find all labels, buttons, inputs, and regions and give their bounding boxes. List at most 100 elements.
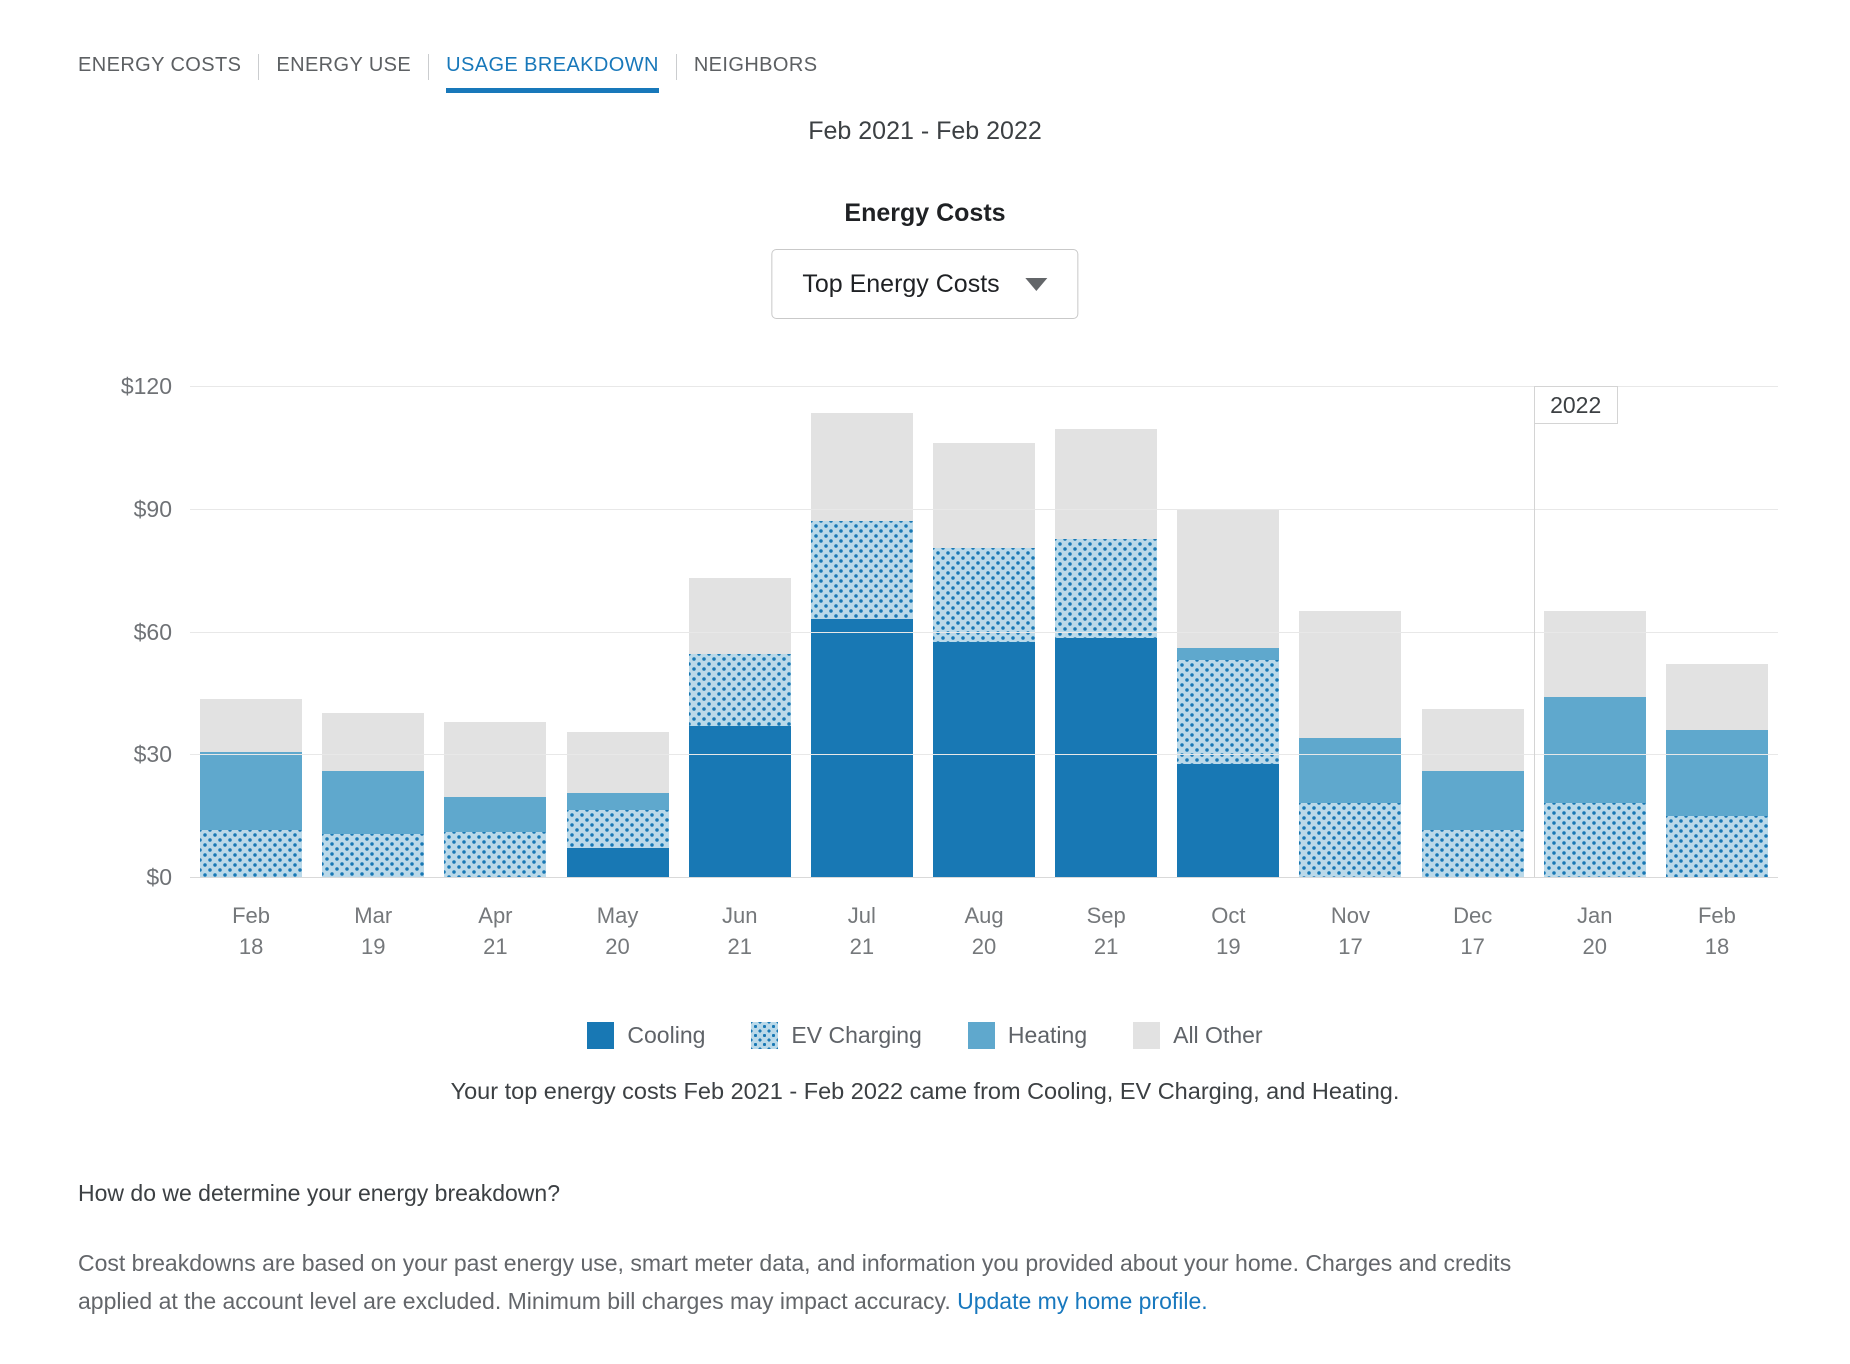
bar-segment-all-other [322,713,425,771]
y-axis-label: $60 [133,618,172,645]
dropdown-selected-value: Top Energy Costs [802,269,1000,298]
plot-area: 2022 [190,386,1778,878]
tab-usage-breakdown[interactable]: USAGE BREAKDOWN [446,54,659,93]
legend-item-heating: Heating [967,1022,1088,1049]
legend-swatch-all-other [1133,1022,1161,1049]
gridline [190,631,1778,633]
date-range-label: Feb 2021 - Feb 2022 [808,117,1042,145]
x-axis-label: Jan 20 [1577,903,1613,959]
bar-segment-all-other [1177,508,1280,648]
legend-label: EV Charging [791,1022,922,1048]
x-axis-label: Aug 20 [964,903,1004,959]
gridline [190,386,1778,387]
bar-segment-ev-charging [1665,815,1768,877]
legend-swatch-heating [967,1022,995,1049]
bar-slot [190,386,312,877]
year-divider-line [1533,386,1535,877]
bar-dec-17[interactable] [1421,386,1524,877]
bar-apr-21[interactable] [444,386,547,877]
bar-oct-19[interactable] [1177,386,1280,877]
x-axis-label: Apr 21 [478,903,513,959]
x-axis-label: Feb 18 [232,903,271,959]
bar-segment-ev-charging [688,654,791,726]
bars-row [190,386,1778,877]
gridline [190,754,1778,756]
bar-segment-heating [1177,647,1280,661]
bar-segment-heating [1299,737,1402,804]
bar-slot [1656,386,1778,877]
bar-segment-ev-charging [933,547,1036,642]
footer-body: Cost breakdowns are based on your past e… [78,1244,1563,1320]
tab-divider [428,54,430,80]
chart-caption: Your top energy costs Feb 2021 - Feb 202… [450,1078,1400,1104]
bar-segment-ev-charging [200,829,303,877]
bar-slot [923,386,1045,877]
bar-segment-cooling [1177,764,1280,877]
chart-type-dropdown[interactable]: Top Energy Costs [771,249,1079,319]
x-axis-label: Feb 18 [1697,903,1736,959]
bar-sep-21[interactable] [1055,386,1158,877]
bar-segment-cooling [810,619,913,877]
x-axis-label: Sep 21 [1086,903,1126,959]
energy-costs-chart: $0 $30 $60 $90 $120 2022 Feb 18 Mar 19 Apr 21 May 2… [0,360,1850,980]
update-home-profile-link[interactable]: Update my home profile. [957,1288,1208,1314]
bar-segment-ev-charging [322,834,425,877]
bar-segment-ev-charging [444,832,547,877]
bar-segment-heating [322,770,425,835]
x-axis-label: Jun 21 [721,903,758,959]
bar-segment-heating [1665,729,1768,816]
bar-segment-ev-charging [810,521,913,620]
footer-heading: How do we determine your energy breakdow… [78,1180,560,1206]
bar-segment-heating [1421,770,1524,830]
tab-energy-use[interactable]: ENERGY USE [276,54,412,76]
x-axis-label: Dec 17 [1453,903,1493,959]
bar-segment-cooling [688,725,791,877]
y-axis-label: $0 [146,864,172,890]
tab-neighbors[interactable]: NEIGHBORS [693,54,818,76]
x-axis-label: Mar 19 [354,903,393,959]
bar-segment-ev-charging [1177,660,1280,765]
bar-segment-all-other [566,731,669,794]
tab-energy-costs[interactable]: ENERGY COSTS [78,54,242,76]
bar-may-20[interactable] [566,386,669,877]
chart-title: Energy Costs [844,199,1006,227]
legend-label: Cooling [627,1022,706,1048]
y-axis-label: $90 [133,495,172,522]
bar-segment-all-other [1299,611,1402,738]
bar-segment-cooling [566,848,669,877]
footer-body-text: Cost breakdowns are based on your past e… [78,1250,1512,1314]
bar-segment-heating [200,752,303,830]
bar-feb-18[interactable] [1665,386,1768,877]
bar-feb-18[interactable] [200,386,303,877]
bar-slot [312,386,434,877]
year-label: 2022 [1533,386,1618,424]
legend-swatch-ev-charging [751,1022,779,1049]
bar-segment-cooling [933,641,1036,877]
bar-slot [801,386,923,877]
x-axis-label: Nov 17 [1330,903,1371,959]
bar-slot [434,386,556,877]
bar-segment-all-other [810,412,913,522]
bar-jun-21[interactable] [688,386,791,877]
bar-segment-ev-charging [1055,539,1158,638]
bar-segment-cooling [1055,637,1158,877]
bar-aug-20[interactable] [933,386,1036,877]
chart-legend: Cooling EV Charging Heating All Other [0,1022,1850,1049]
bar-jul-21[interactable] [810,386,913,877]
tab-divider [258,54,260,80]
bar-segment-all-other [200,699,303,753]
bar-segment-heating [1543,696,1646,804]
bar-segment-ev-charging [1543,803,1646,877]
legend-item-all-other: All Other [1133,1022,1263,1049]
legend-label: Heating [1007,1022,1088,1048]
bar-segment-all-other [1543,611,1646,697]
bar-mar-19[interactable] [322,386,425,877]
x-axis: Feb 18 Mar 19 Apr 21 May 20 Jun 21 Jul 21 Aug 20 Sep 21… [190,900,1778,962]
bar-slot [1534,386,1656,877]
x-axis-label: Jul 21 [847,903,876,959]
tab-divider [675,54,677,80]
bar-slot [1412,386,1534,877]
bar-segment-all-other [688,578,791,655]
bar-segment-heating [444,797,547,832]
bar-jan-20[interactable] [1543,386,1646,877]
